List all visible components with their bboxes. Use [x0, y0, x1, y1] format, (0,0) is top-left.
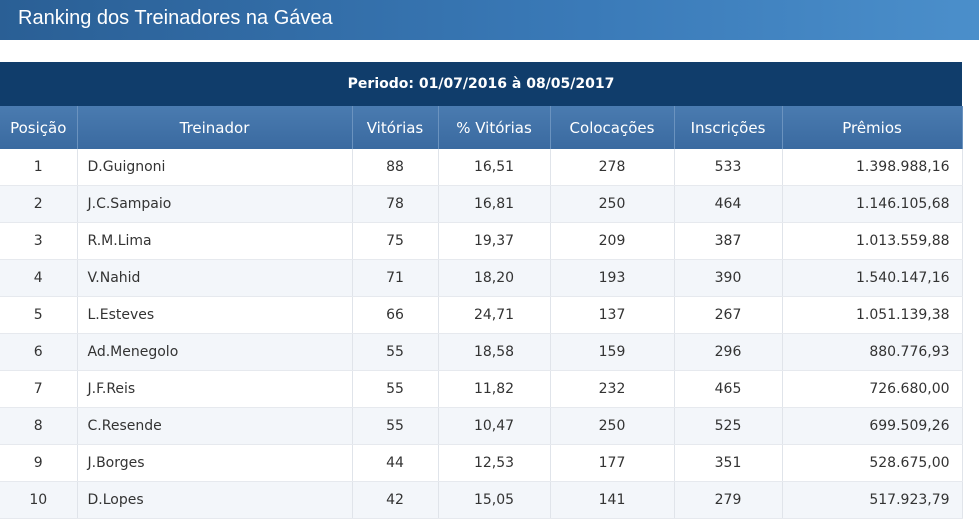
table-cell: J.Borges: [77, 444, 353, 482]
table-cell: 3: [0, 222, 78, 260]
table-cell: 88: [352, 149, 439, 186]
table-row: 4 V.Nahid 71 18,20 193 390 1.540.147,16: [0, 259, 963, 297]
table-cell: 16,81: [438, 185, 551, 223]
table-cell: 279: [674, 481, 783, 519]
table-row: 5 L.Esteves 66 24,71 137 267 1.051.139,38: [0, 296, 963, 334]
period-row: Periodo: 01/07/2016 à 08/05/2017: [0, 62, 963, 106]
table-cell: 517.923,79: [782, 481, 963, 519]
table-row: 3 R.M.Lima 75 19,37 209 387 1.013.559,88: [0, 222, 963, 260]
table-cell: 141: [550, 481, 675, 519]
table-cell: 387: [674, 222, 783, 260]
table-cell: 10: [0, 481, 78, 519]
table-cell: Ad.Menegolo: [77, 333, 353, 371]
table-cell: 390: [674, 259, 783, 297]
table-cell: D.Guignoni: [77, 149, 353, 186]
table-cell: 1.146.105,68: [782, 185, 963, 223]
table-cell: 1.398.988,16: [782, 149, 963, 186]
table-cell: 9: [0, 444, 78, 482]
table-row: 2 J.C.Sampaio 78 16,81 250 464 1.146.105,68: [0, 185, 963, 223]
table-cell: 7: [0, 370, 78, 408]
table-cell: R.M.Lima: [77, 222, 353, 260]
table-cell: 159: [550, 333, 675, 371]
table-cell: 55: [352, 370, 439, 408]
table-cell: 726.680,00: [782, 370, 963, 408]
table-cell: 66: [352, 296, 439, 334]
column-header: Inscrições: [674, 106, 783, 149]
table-cell: 11,82: [438, 370, 551, 408]
table-cell: 2: [0, 185, 78, 223]
column-header: Treinador: [77, 106, 353, 149]
table-cell: 267: [674, 296, 783, 334]
table-cell: 1.051.139,38: [782, 296, 963, 334]
table-row: 7 J.F.Reis 55 11,82 232 465 726.680,00: [0, 370, 963, 408]
table-cell: 19,37: [438, 222, 551, 260]
table-cell: 232: [550, 370, 675, 408]
table-cell: 24,71: [438, 296, 551, 334]
table-cell: 880.776,93: [782, 333, 963, 371]
table-cell: 18,20: [438, 259, 551, 297]
table-cell: 209: [550, 222, 675, 260]
column-header: Posição: [0, 106, 78, 149]
table-cell: 250: [550, 185, 675, 223]
table-cell: 15,05: [438, 481, 551, 519]
table-cell: 4: [0, 259, 78, 297]
table-cell: 278: [550, 149, 675, 186]
table-row: 9 J.Borges 44 12,53 177 351 528.675,00: [0, 444, 963, 482]
table-cell: C.Resende: [77, 407, 353, 445]
table-cell: 6: [0, 333, 78, 371]
table-cell: 55: [352, 407, 439, 445]
table-cell: 699.509,26: [782, 407, 963, 445]
table-cell: D.Lopes: [77, 481, 353, 519]
ranking-table: Periodo: 01/07/2016 à 08/05/2017 Posição…: [0, 62, 963, 519]
table-cell: 525: [674, 407, 783, 445]
table-cell: 137: [550, 296, 675, 334]
table-cell: 250: [550, 407, 675, 445]
table-body: 1 D.Guignoni 88 16,51 278 533 1.398.988,16 2 J.C…: [0, 149, 963, 519]
table-cell: 465: [674, 370, 783, 408]
table-cell: 464: [674, 185, 783, 223]
table-row: 1 D.Guignoni 88 16,51 278 533 1.398.988,16: [0, 149, 963, 186]
table-cell: 18,58: [438, 333, 551, 371]
period: Periodo: 01/07/2016 à 08/05/2017: [0, 62, 963, 106]
table-cell: 55: [352, 333, 439, 371]
table-row: 6 Ad.Menegolo 55 18,58 159 296 880.776,93: [0, 333, 963, 371]
header-bar: Ranking dos Treinadores na Gávea: [0, 0, 979, 40]
table-cell: 8: [0, 407, 78, 445]
table-cell: 1.540.147,16: [782, 259, 963, 297]
column-header: Prêmios: [782, 106, 963, 149]
table-cell: 296: [674, 333, 783, 371]
table-cell: 75: [352, 222, 439, 260]
table-cell: 528.675,00: [782, 444, 963, 482]
column-header: Colocações: [550, 106, 675, 149]
table-cell: V.Nahid: [77, 259, 353, 297]
table-cell: 71: [352, 259, 439, 297]
table-cell: 44: [352, 444, 439, 482]
table-cell: 10,47: [438, 407, 551, 445]
page-title: Ranking dos Treinadores na Gávea: [18, 7, 333, 29]
column-header: % Vitórias: [438, 106, 551, 149]
table-cell: 177: [550, 444, 675, 482]
column-header-row: Posição Treinador Vitórias% Vitórias Coloca…: [0, 106, 963, 149]
table-cell: 1.013.559,88: [782, 222, 963, 260]
table-row: 8 C.Resende 55 10,47 250 525 699.509,26: [0, 407, 963, 445]
table-cell: 533: [674, 149, 783, 186]
table-cell: J.C.Sampaio: [77, 185, 353, 223]
table-cell: 16,51: [438, 149, 551, 186]
table-row: 10 D.Lopes 42 15,05 141 279 517.923,79: [0, 481, 963, 519]
table-cell: 78: [352, 185, 439, 223]
table-cell: 42: [352, 481, 439, 519]
table-cell: L.Esteves: [77, 296, 353, 334]
table-cell: 5: [0, 296, 78, 334]
table-cell: 193: [550, 259, 675, 297]
table-cell: 351: [674, 444, 783, 482]
table-cell: 12,53: [438, 444, 551, 482]
table-cell: 1: [0, 149, 78, 186]
table-cell: J.F.Reis: [77, 370, 353, 408]
column-header: Vitórias: [352, 106, 439, 149]
